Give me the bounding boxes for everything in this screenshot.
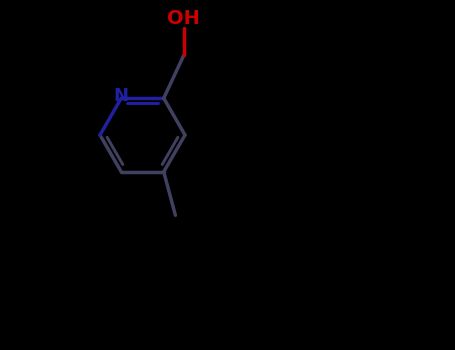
Text: N: N (114, 87, 129, 105)
Text: OH: OH (167, 9, 200, 28)
